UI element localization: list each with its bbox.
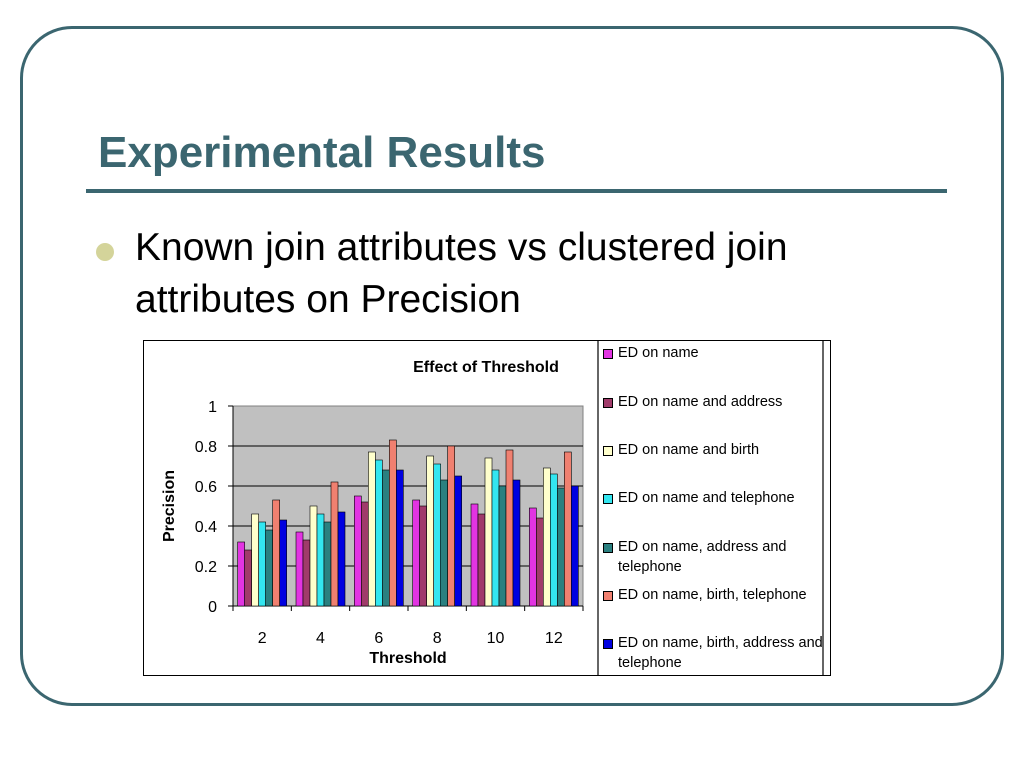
legend-label: ED on name and address (618, 394, 783, 410)
legend-label: ED on name, birth, address and telephone (618, 635, 823, 671)
title-divider (86, 189, 947, 193)
legend-swatch (603, 543, 613, 553)
legend-label: ED on name, address and telephone (618, 539, 787, 575)
chart-container (143, 340, 831, 676)
slide-title: Experimental Results (98, 128, 546, 177)
legend-swatch (603, 639, 613, 649)
bullet-dot-icon (96, 243, 114, 261)
bullet-text: Known join attributes vs clustered join … (135, 226, 788, 321)
legend-swatch (603, 446, 613, 456)
legend-swatch (603, 591, 613, 601)
legend-label: ED on name and telephone (618, 490, 795, 506)
legend-swatch (603, 398, 613, 408)
legend-label: ED on name, birth, telephone (618, 587, 807, 603)
legend-swatch (603, 494, 613, 504)
legend-swatch (603, 349, 613, 359)
legend-label: ED on name (618, 345, 699, 361)
slide-frame (20, 26, 1004, 706)
legend-label: ED on name and birth (618, 442, 760, 458)
